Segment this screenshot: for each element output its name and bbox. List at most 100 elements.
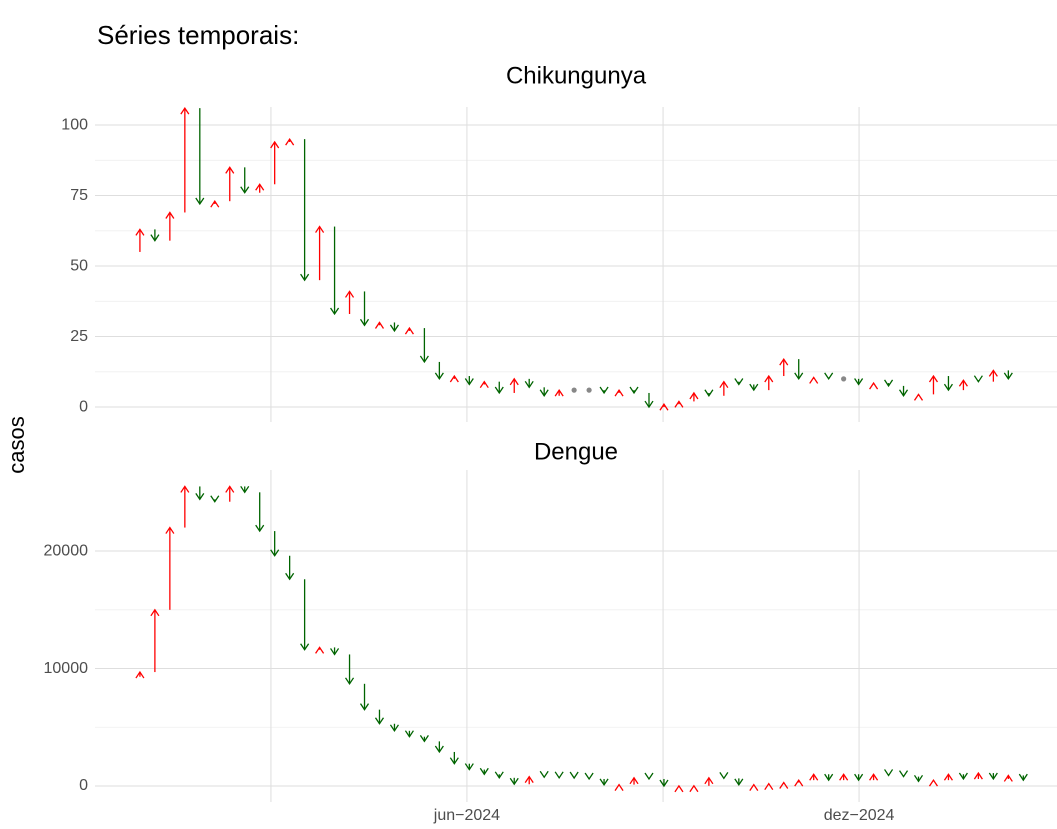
arrow [434, 361, 444, 381]
panel-title: Chikungunya [506, 62, 647, 89]
arrow-head [330, 307, 340, 316]
arrow [240, 485, 250, 494]
arrow [554, 388, 564, 397]
y-tick-label: 25 [70, 328, 88, 345]
arrow [943, 773, 953, 781]
arrow [586, 387, 592, 393]
arrow [150, 229, 160, 242]
arrow [839, 773, 849, 781]
arrow-head [524, 775, 534, 783]
arrow [869, 773, 879, 781]
arrow-head [1003, 372, 1013, 381]
arrow-head [659, 779, 669, 788]
arrow [734, 778, 744, 787]
arrow-head [689, 391, 699, 400]
arrow-head [734, 778, 744, 787]
arrow [734, 378, 744, 386]
arrow [315, 646, 325, 654]
arrow-head [509, 377, 519, 386]
arrow [629, 386, 639, 395]
y-tick-label: 100 [61, 116, 88, 133]
arrow-head [958, 379, 968, 387]
arrow [749, 783, 759, 791]
arrow-head [135, 670, 145, 679]
arrow [479, 767, 489, 776]
arrow [928, 374, 939, 395]
arrow [1018, 773, 1028, 782]
arrow [869, 381, 879, 390]
y-tick-label: 0 [79, 777, 88, 794]
arrow [195, 108, 205, 206]
arrow [359, 291, 370, 327]
arrow [210, 200, 220, 208]
arrow [794, 359, 804, 381]
arrow [794, 778, 804, 787]
arrow [1003, 370, 1013, 381]
arrow-head [764, 782, 774, 791]
arrow-head [315, 225, 325, 233]
arrow-head [479, 380, 489, 389]
arrow-head [285, 137, 295, 146]
arrow-head [794, 372, 804, 381]
arrow-head [389, 724, 399, 732]
y-tick-label: 75 [70, 187, 88, 204]
arrow [509, 377, 519, 393]
arrow-head [195, 493, 205, 501]
arrow-head [449, 374, 459, 383]
arrow [225, 485, 235, 502]
arrow [764, 374, 774, 391]
arrow [629, 776, 639, 785]
arrow [659, 778, 669, 788]
arrow [404, 730, 414, 738]
arrow [479, 380, 489, 389]
arrow [300, 579, 310, 651]
arrow-head [869, 773, 879, 781]
arrow [809, 773, 819, 781]
arrow [524, 378, 534, 389]
arrow [494, 771, 504, 779]
arrow-head [359, 703, 370, 711]
arrow [255, 492, 265, 533]
arrow-head [240, 186, 250, 194]
y-tick-label: 50 [70, 257, 88, 274]
arrow-head [839, 773, 849, 781]
arrow-head [285, 572, 295, 581]
arrow [898, 385, 909, 397]
arrow [659, 403, 669, 411]
arrow-head [255, 183, 265, 191]
arrow-head [704, 389, 714, 397]
y-tick-label: 0 [79, 398, 88, 415]
arrow-head [614, 388, 624, 397]
arrow-head [359, 318, 370, 327]
arrow-head [928, 374, 939, 383]
panel-title: Dengue [534, 438, 618, 465]
arrow [779, 781, 789, 789]
arrow-head [884, 379, 894, 388]
arrow [943, 376, 953, 392]
arrow-head [300, 273, 310, 282]
arrow [764, 782, 774, 791]
arrow-head [1018, 773, 1028, 782]
arrow-head [374, 717, 385, 725]
arrow-head [509, 777, 519, 786]
arrow-head [749, 383, 759, 392]
arrow-head [734, 378, 744, 386]
arrow-head [779, 357, 789, 366]
arrow-head [584, 772, 594, 781]
arrow [449, 751, 459, 765]
arrow-head [225, 166, 235, 174]
arrow [285, 555, 295, 581]
arrow-head [419, 735, 429, 743]
arrow [704, 776, 714, 786]
arrow-head [554, 771, 564, 779]
arrow [958, 772, 968, 781]
arrow-head [943, 383, 953, 392]
arrow [689, 784, 699, 793]
arrow-head [210, 200, 220, 208]
arrow-dot [571, 387, 577, 393]
arrow-head [539, 389, 549, 397]
arrow-head [315, 646, 325, 654]
arrow-head [779, 781, 789, 789]
arrow [571, 387, 577, 393]
